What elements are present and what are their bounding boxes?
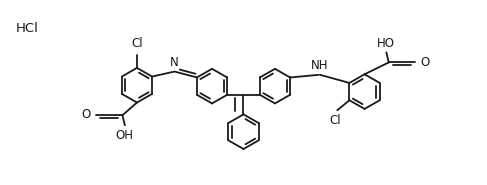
- Text: O: O: [420, 56, 430, 69]
- Text: Cl: Cl: [329, 114, 341, 127]
- Text: NH: NH: [311, 59, 329, 72]
- Text: HO: HO: [377, 37, 395, 50]
- Text: OH: OH: [116, 129, 134, 142]
- Text: N: N: [170, 56, 179, 69]
- Text: Cl: Cl: [131, 37, 143, 50]
- Text: O: O: [82, 108, 91, 121]
- Text: HCl: HCl: [16, 22, 39, 35]
